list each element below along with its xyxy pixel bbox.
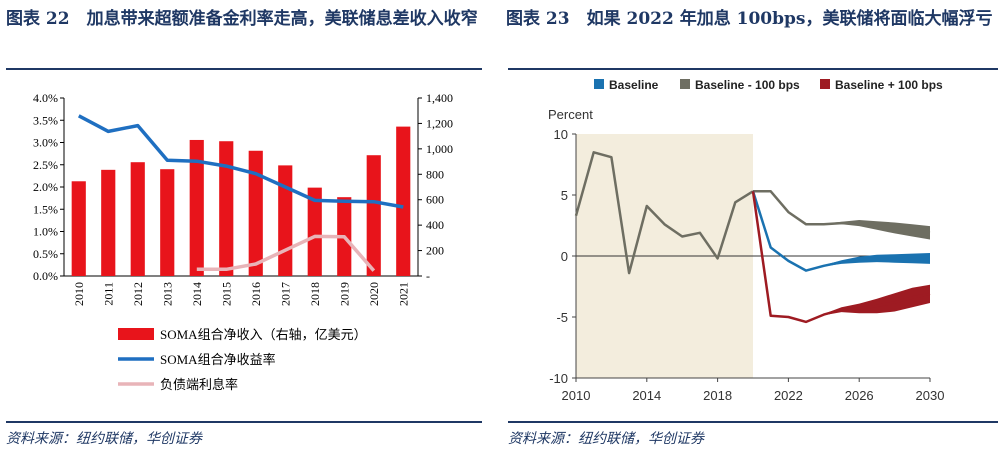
x-tick-label: 2011 [101,282,115,306]
y-tick-label: 10 [554,127,568,142]
title-rule [508,68,998,70]
left-tick-label: 3.5% [33,113,58,127]
income-bar [219,141,234,276]
x-tick-label: 2020 [367,282,381,306]
y-tick-label: 0 [561,249,568,264]
baseline-plus-100bps-line [751,191,931,324]
income-bar [307,187,322,276]
income-bar [101,169,116,276]
x-tick-label: 2012 [131,282,145,306]
source-note: 资料来源：纽约联储，华创证券 [6,431,202,447]
left-tick-label: 4.0% [33,91,58,105]
yield-line [77,114,404,209]
income-bar [396,126,411,276]
income-bar [278,165,293,276]
left-tick-label: 0.5% [33,247,58,261]
source-rule [508,421,998,423]
legend-label: 负债端利息率 [160,377,238,392]
y-tick-label: -5 [556,310,568,325]
legend-swatch [820,79,830,89]
x-tick-label: 2018 [308,282,322,306]
x-tick-label: 2015 [219,282,233,306]
source-rule [6,421,482,423]
x-tick-label: 2018 [703,388,732,403]
x-tick-label: 2013 [160,282,174,306]
x-tick-label: 2010 [562,388,591,403]
legend-swatch [594,79,604,89]
x-tick-label: 2014 [632,388,661,403]
right-tick-label: 800 [426,167,444,181]
x-tick-label: 2022 [774,388,803,403]
income-bar [71,181,86,276]
legend-label: Baseline + 100 bps [835,78,943,92]
left-tick-label: 2.5% [33,158,58,172]
legend-swatch-bar [118,328,154,340]
income-bar [160,169,175,276]
legend-label: Baseline - 100 bps [695,78,800,92]
right-tick-label: - [426,269,430,283]
left-tick-label: 2.0% [33,180,58,194]
x-tick-label: 2021 [396,282,410,306]
left-tick-label: 3.0% [33,136,58,150]
x-tick-label: 2026 [845,388,874,403]
right-tick-label: 1,200 [426,116,453,130]
soma-income-chart: 4.0% 3.5% 3.0% 2.5% 2.0% 1.5% 1.0% 0.5% 0.0% 1,40… [33,91,453,392]
right-tick-label: 1,400 [426,91,453,105]
source-note: 资料来源：纽约联储，华创证券 [508,431,704,447]
legend-swatch [680,79,690,89]
x-tick-label: 2019 [337,282,351,306]
y-tick-label: -10 [549,371,568,386]
liability-rate-line [196,234,376,272]
left-tick-label: 1.5% [33,202,58,216]
income-bar [130,162,145,276]
right-figure: 图表 23 如果 2022 年加息 100bps，美联储将面临大幅浮亏 10 5 0… [502,0,1000,457]
left-tick-label: 1.0% [33,225,58,239]
figure-title: 图表 23 如果 2022 年加息 100bps，美联储将面临大幅浮亏 [506,9,993,29]
x-tick-label: 2030 [916,388,945,403]
right-tick-label: 1,000 [426,142,453,156]
baseline-line [751,190,930,272]
legend-label: Baseline [609,78,659,92]
right-tick-label: 200 [426,244,444,258]
right-tick-label: 600 [426,193,444,207]
x-tick-label: 2017 [278,282,292,306]
x-tick-label: 2010 [72,282,86,306]
y-tick-label: 5 [561,188,568,203]
right-tick-label: 400 [426,218,444,232]
baseline-minus-100bps-band [753,191,930,240]
baseline-band [753,191,930,271]
x-tick-label: 2014 [190,282,204,306]
rate-scenario-chart: 10 5 0 -5 -10 2010 2014 2018 2022 2026 2030 Percent… [548,78,945,403]
title-rule [6,68,482,70]
left-tick-label: 0.0% [33,269,58,283]
left-figure: 图表 22 加息带来超额准备金利率走高，美联储息差收入收窄 4.0% 3.5% 3.… [0,0,488,457]
x-tick-label: 2016 [249,282,263,306]
income-bar [366,155,381,276]
baseline-minus-100bps-line [753,190,931,235]
income-bar [189,139,204,276]
income-bar [248,150,263,276]
figure-title: 图表 22 加息带来超额准备金利率走高，美联储息差收入收窄 [6,9,478,29]
history-line [574,151,754,275]
legend-label: SOMA组合净收益率 [160,352,276,367]
legend-label: SOMA组合净收入（右轴，亿美元） [160,327,367,342]
y-axis-title: Percent [548,107,593,122]
